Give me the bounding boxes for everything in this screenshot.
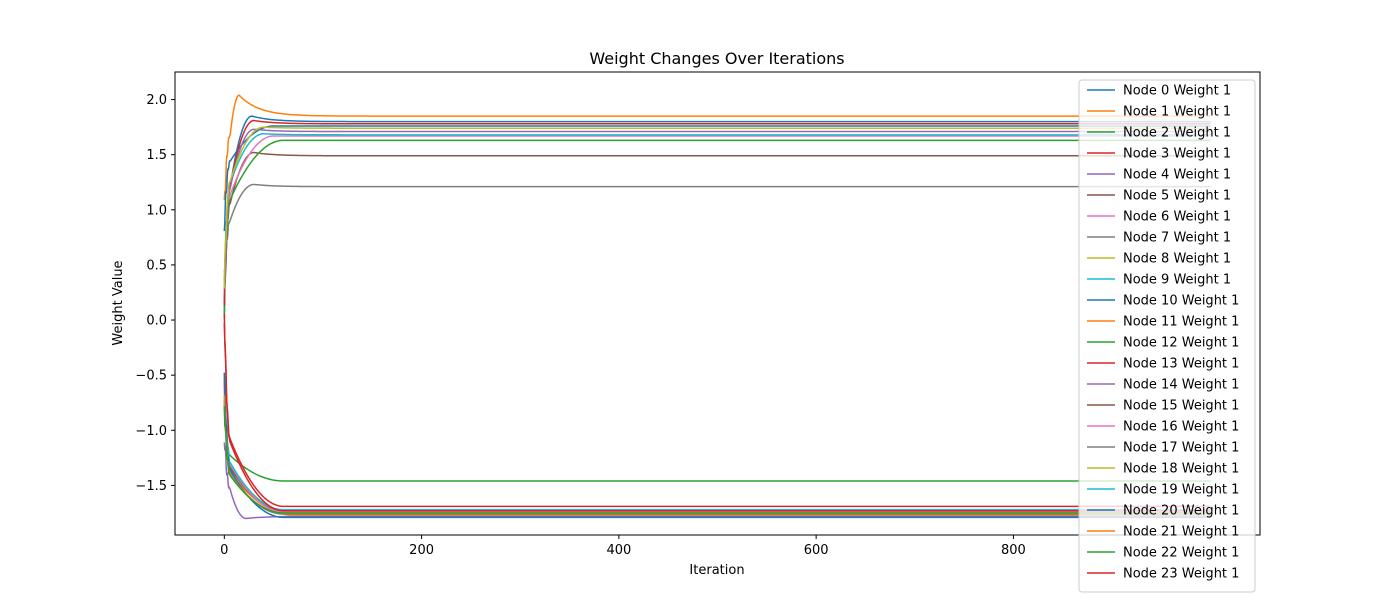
series-line-node-6 xyxy=(223,135,1211,306)
legend-entry: Node 20 Weight 1 xyxy=(1123,504,1239,519)
x-tick-label: 600 xyxy=(804,543,829,558)
legend: Node 0 Weight 1 Node 1 Weight 1 Node 2 Wei… xyxy=(1078,79,1256,593)
y-tick-label: 1.5 xyxy=(146,148,167,163)
series-line-node-10 xyxy=(223,125,1211,232)
x-tick-label: 800 xyxy=(1001,543,1026,558)
series-layer xyxy=(223,94,1211,520)
legend-box xyxy=(1078,79,1256,593)
y-tick-label: 0.0 xyxy=(146,314,167,329)
series-line-node-17 xyxy=(223,405,1211,515)
series-line-node-18 xyxy=(223,126,1211,289)
x-tick-label: 400 xyxy=(606,543,631,558)
series-line-node-23 xyxy=(223,323,1211,512)
y-axis-label: Weight Value xyxy=(111,260,126,345)
y-axis: −1.5 −1.0 −0.5 0.0 0.5 1.0 1.5 2.0 xyxy=(135,93,175,494)
series-line-node-20 xyxy=(223,372,1211,519)
y-tick-label: −1.0 xyxy=(135,424,167,439)
series-line-node-1 xyxy=(223,94,1211,201)
legend-entry: Node 19 Weight 1 xyxy=(1123,483,1239,498)
series-line-node-21 xyxy=(223,395,1211,514)
legend-entry: Node 21 Weight 1 xyxy=(1123,525,1239,540)
series-line-node-12 xyxy=(223,139,1211,314)
series-line-node-9 xyxy=(223,132,1211,273)
legend-entry: Node 1 Weight 1 xyxy=(1123,105,1231,120)
legend-entry: Node 8 Weight 1 xyxy=(1123,252,1231,267)
legend-entry: Node 3 Weight 1 xyxy=(1123,147,1231,162)
y-tick-label: 0.5 xyxy=(146,258,167,273)
series-line-node-14 xyxy=(223,128,1211,290)
chart-title: Weight Changes Over Iterations xyxy=(589,49,844,68)
series-line-node-11 xyxy=(223,400,1211,516)
legend-entry: Node 4 Weight 1 xyxy=(1123,168,1231,183)
y-tick-label: −1.5 xyxy=(135,479,167,494)
series-line-node-8 xyxy=(223,377,1211,514)
series-line-node-16 xyxy=(223,377,1211,513)
legend-entry: Node 23 Weight 1 xyxy=(1123,567,1239,582)
legend-entry: Node 17 Weight 1 xyxy=(1123,441,1239,456)
legend-entry: Node 5 Weight 1 xyxy=(1123,189,1231,204)
legend-entry: Node 10 Weight 1 xyxy=(1123,294,1239,309)
legend-entry: Node 22 Weight 1 xyxy=(1123,546,1239,561)
legend-entry: Node 0 Weight 1 xyxy=(1123,84,1231,99)
x-axis: 0 200 400 600 800 xyxy=(220,535,1026,558)
series-line-node-5 xyxy=(223,151,1211,307)
y-tick-label: 2.0 xyxy=(146,93,167,108)
legend-entry: Node 11 Weight 1 xyxy=(1123,315,1239,330)
legend-entry: Node 6 Weight 1 xyxy=(1123,210,1231,225)
series-line-node-2 xyxy=(223,400,1211,482)
series-line-node-7 xyxy=(223,183,1211,282)
series-line-node-0 xyxy=(223,115,1211,318)
series-line-node-13 xyxy=(223,119,1211,306)
legend-entry: Node 18 Weight 1 xyxy=(1123,462,1239,477)
x-tick-label: 200 xyxy=(409,543,434,558)
series-line-node-3 xyxy=(223,313,1211,508)
series-line-node-15 xyxy=(223,380,1211,512)
legend-entry: Node 12 Weight 1 xyxy=(1123,336,1239,351)
legend-entry: Node 2 Weight 1 xyxy=(1123,126,1231,141)
series-line-node-19 xyxy=(223,373,1211,511)
plot-frame xyxy=(174,71,1261,536)
y-tick-label: −0.5 xyxy=(135,369,167,384)
legend-entry: Node 13 Weight 1 xyxy=(1123,357,1239,372)
legend-entry: Node 14 Weight 1 xyxy=(1123,378,1239,393)
series-line-node-22 xyxy=(223,406,1211,514)
legend-entry: Node 16 Weight 1 xyxy=(1123,420,1239,435)
series-line-node-4 xyxy=(223,442,1211,520)
legend-entry: Node 15 Weight 1 xyxy=(1123,399,1239,414)
x-axis-label: Iteration xyxy=(689,563,744,578)
x-tick-label: 0 xyxy=(220,543,228,558)
y-tick-label: 1.0 xyxy=(146,203,167,218)
plot-area xyxy=(174,71,1261,536)
legend-entry: Node 7 Weight 1 xyxy=(1123,231,1231,246)
legend-entry: Node 9 Weight 1 xyxy=(1123,273,1231,288)
